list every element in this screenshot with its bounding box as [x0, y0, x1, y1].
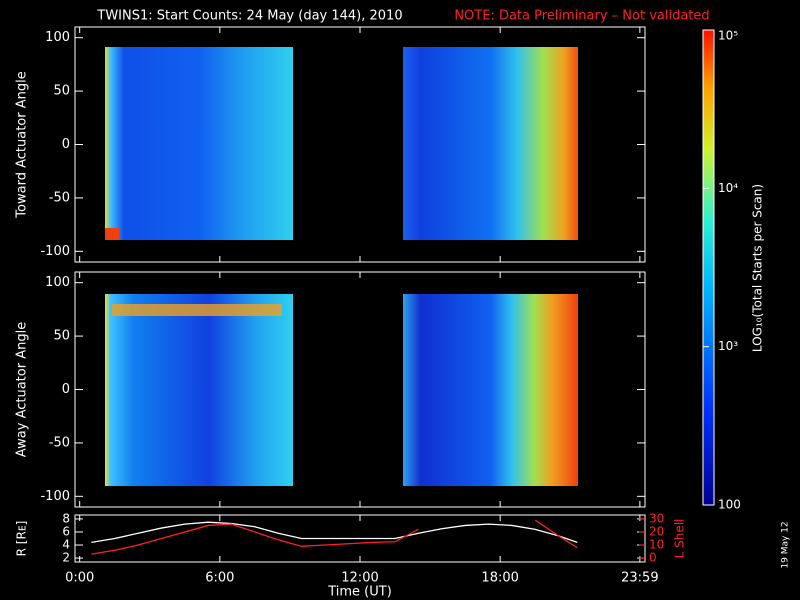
y-tick-label: 0	[62, 382, 70, 397]
y-tick-label: -50	[49, 190, 70, 205]
y2-tick-label: 10	[649, 538, 664, 552]
x-axis-label: Time (UT)	[327, 585, 392, 600]
x-tick-label: 12:00	[341, 571, 378, 586]
y-tick-label: 8	[62, 511, 70, 525]
y2-tick-label: 30	[649, 511, 664, 525]
y-axis-label: Toward Actuator Angle	[15, 71, 30, 218]
y-tick-label: 100	[45, 275, 70, 290]
y-tick-label: 50	[53, 84, 70, 99]
colorbar-label: LOG₁₀(Total Starts per Scan)	[751, 184, 765, 352]
y2-axis-label: L Shell	[673, 519, 687, 559]
stamp: 19 May 12	[781, 521, 791, 568]
series-line	[91, 521, 578, 544]
y-tick-label: 50	[53, 329, 70, 344]
x-tick-label: 6:00	[205, 571, 234, 586]
y-axis-label: R [Rᴇ]	[15, 521, 29, 557]
title: TWINS1: Start Counts: 24 May (day 144), …	[96, 9, 402, 24]
spectrogram-block	[105, 228, 119, 240]
y-tick-label: 4	[62, 538, 70, 552]
spectrogram-block	[112, 304, 282, 316]
colorbar-tick-label: 10³	[718, 339, 738, 353]
heatmap-1	[105, 47, 578, 240]
y-tick-label: -100	[40, 244, 70, 259]
y2-tick-label: 0	[649, 551, 657, 565]
y-tick-label: 2	[62, 551, 70, 565]
colorbar	[703, 30, 714, 505]
y2-tick-label: 20	[649, 524, 664, 538]
y-tick-label: -100	[40, 489, 70, 504]
y-axis-label: Away Actuator Angle	[15, 322, 30, 457]
x-tick-label: 18:00	[481, 571, 518, 586]
spectrogram-block	[105, 47, 293, 240]
heatmap-2	[105, 294, 578, 486]
x-tick-label: 23:59	[621, 571, 658, 586]
note: NOTE: Data Preliminary – Not validated	[454, 9, 709, 24]
y-tick-label: 100	[45, 30, 70, 45]
y-tick-label: 0	[62, 137, 70, 152]
spectrogram-block	[403, 294, 578, 486]
colorbar-tick-label: 10⁵	[718, 29, 738, 43]
y-tick-label: -50	[49, 435, 70, 450]
x-tick-label: 0:00	[65, 571, 94, 586]
series-line	[91, 519, 578, 555]
colorbar-tick-label: 10⁴	[718, 181, 738, 195]
y-tick-label: 6	[62, 524, 70, 538]
spectrogram-block	[403, 47, 578, 240]
line-layer	[91, 519, 578, 555]
colorbar-tick-label: 100	[718, 498, 741, 512]
spectrogram-block	[105, 294, 293, 486]
